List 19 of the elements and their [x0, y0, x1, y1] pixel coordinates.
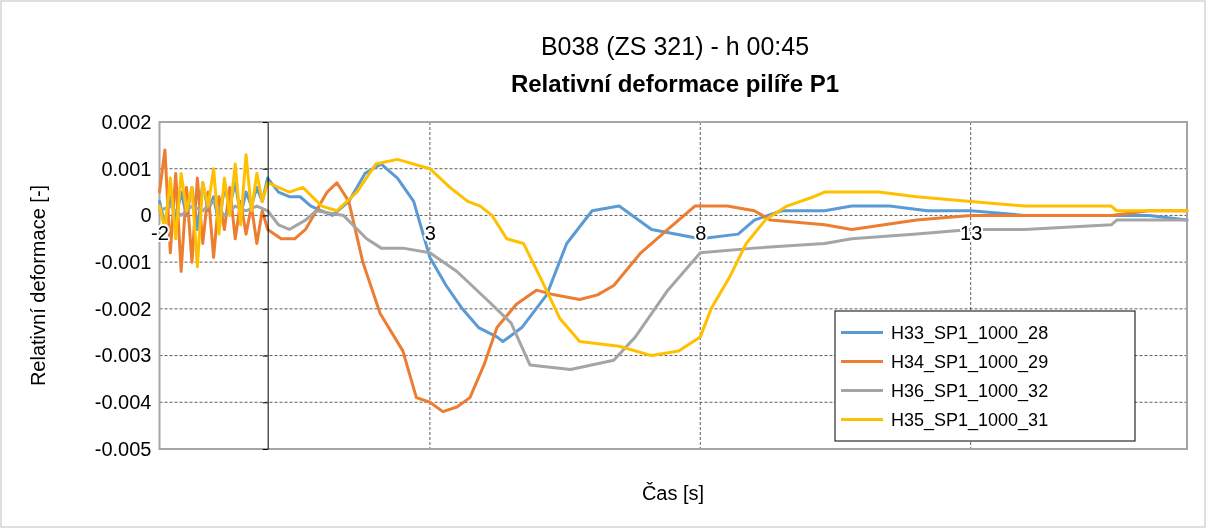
- y-axis-title: Relativní deformace [-]: [27, 184, 49, 387]
- chart-title: B038 (ZS 321) - h 00:45: [540, 32, 810, 60]
- y-tick-label: -0.005: [94, 437, 152, 460]
- y-tick-label: -0.001: [94, 251, 152, 274]
- y-tick-label: 0.001: [101, 157, 152, 180]
- y-tick-label: -0.003: [94, 344, 152, 367]
- x-tick-label: 3: [424, 221, 436, 244]
- y-tick-label: 0.002: [101, 110, 152, 133]
- chart-subtitle: Relativní deformace pilíře P1: [510, 70, 840, 97]
- x-tick-label: -2: [151, 221, 169, 244]
- legend-label: H34_SP1_1000_29: [891, 351, 1049, 373]
- legend-label: H33_SP1_1000_28: [891, 322, 1049, 344]
- legend-label: H36_SP1_1000_32: [891, 380, 1049, 402]
- y-tick-label: 0: [140, 204, 152, 227]
- y-tick-label: -0.002: [94, 297, 152, 320]
- y-tick-label: -0.004: [94, 391, 152, 414]
- x-axis-title: Čas [s]: [641, 482, 705, 504]
- legend-label: H35_SP1_1000_31: [891, 409, 1049, 431]
- x-tick-label: 13: [960, 221, 983, 244]
